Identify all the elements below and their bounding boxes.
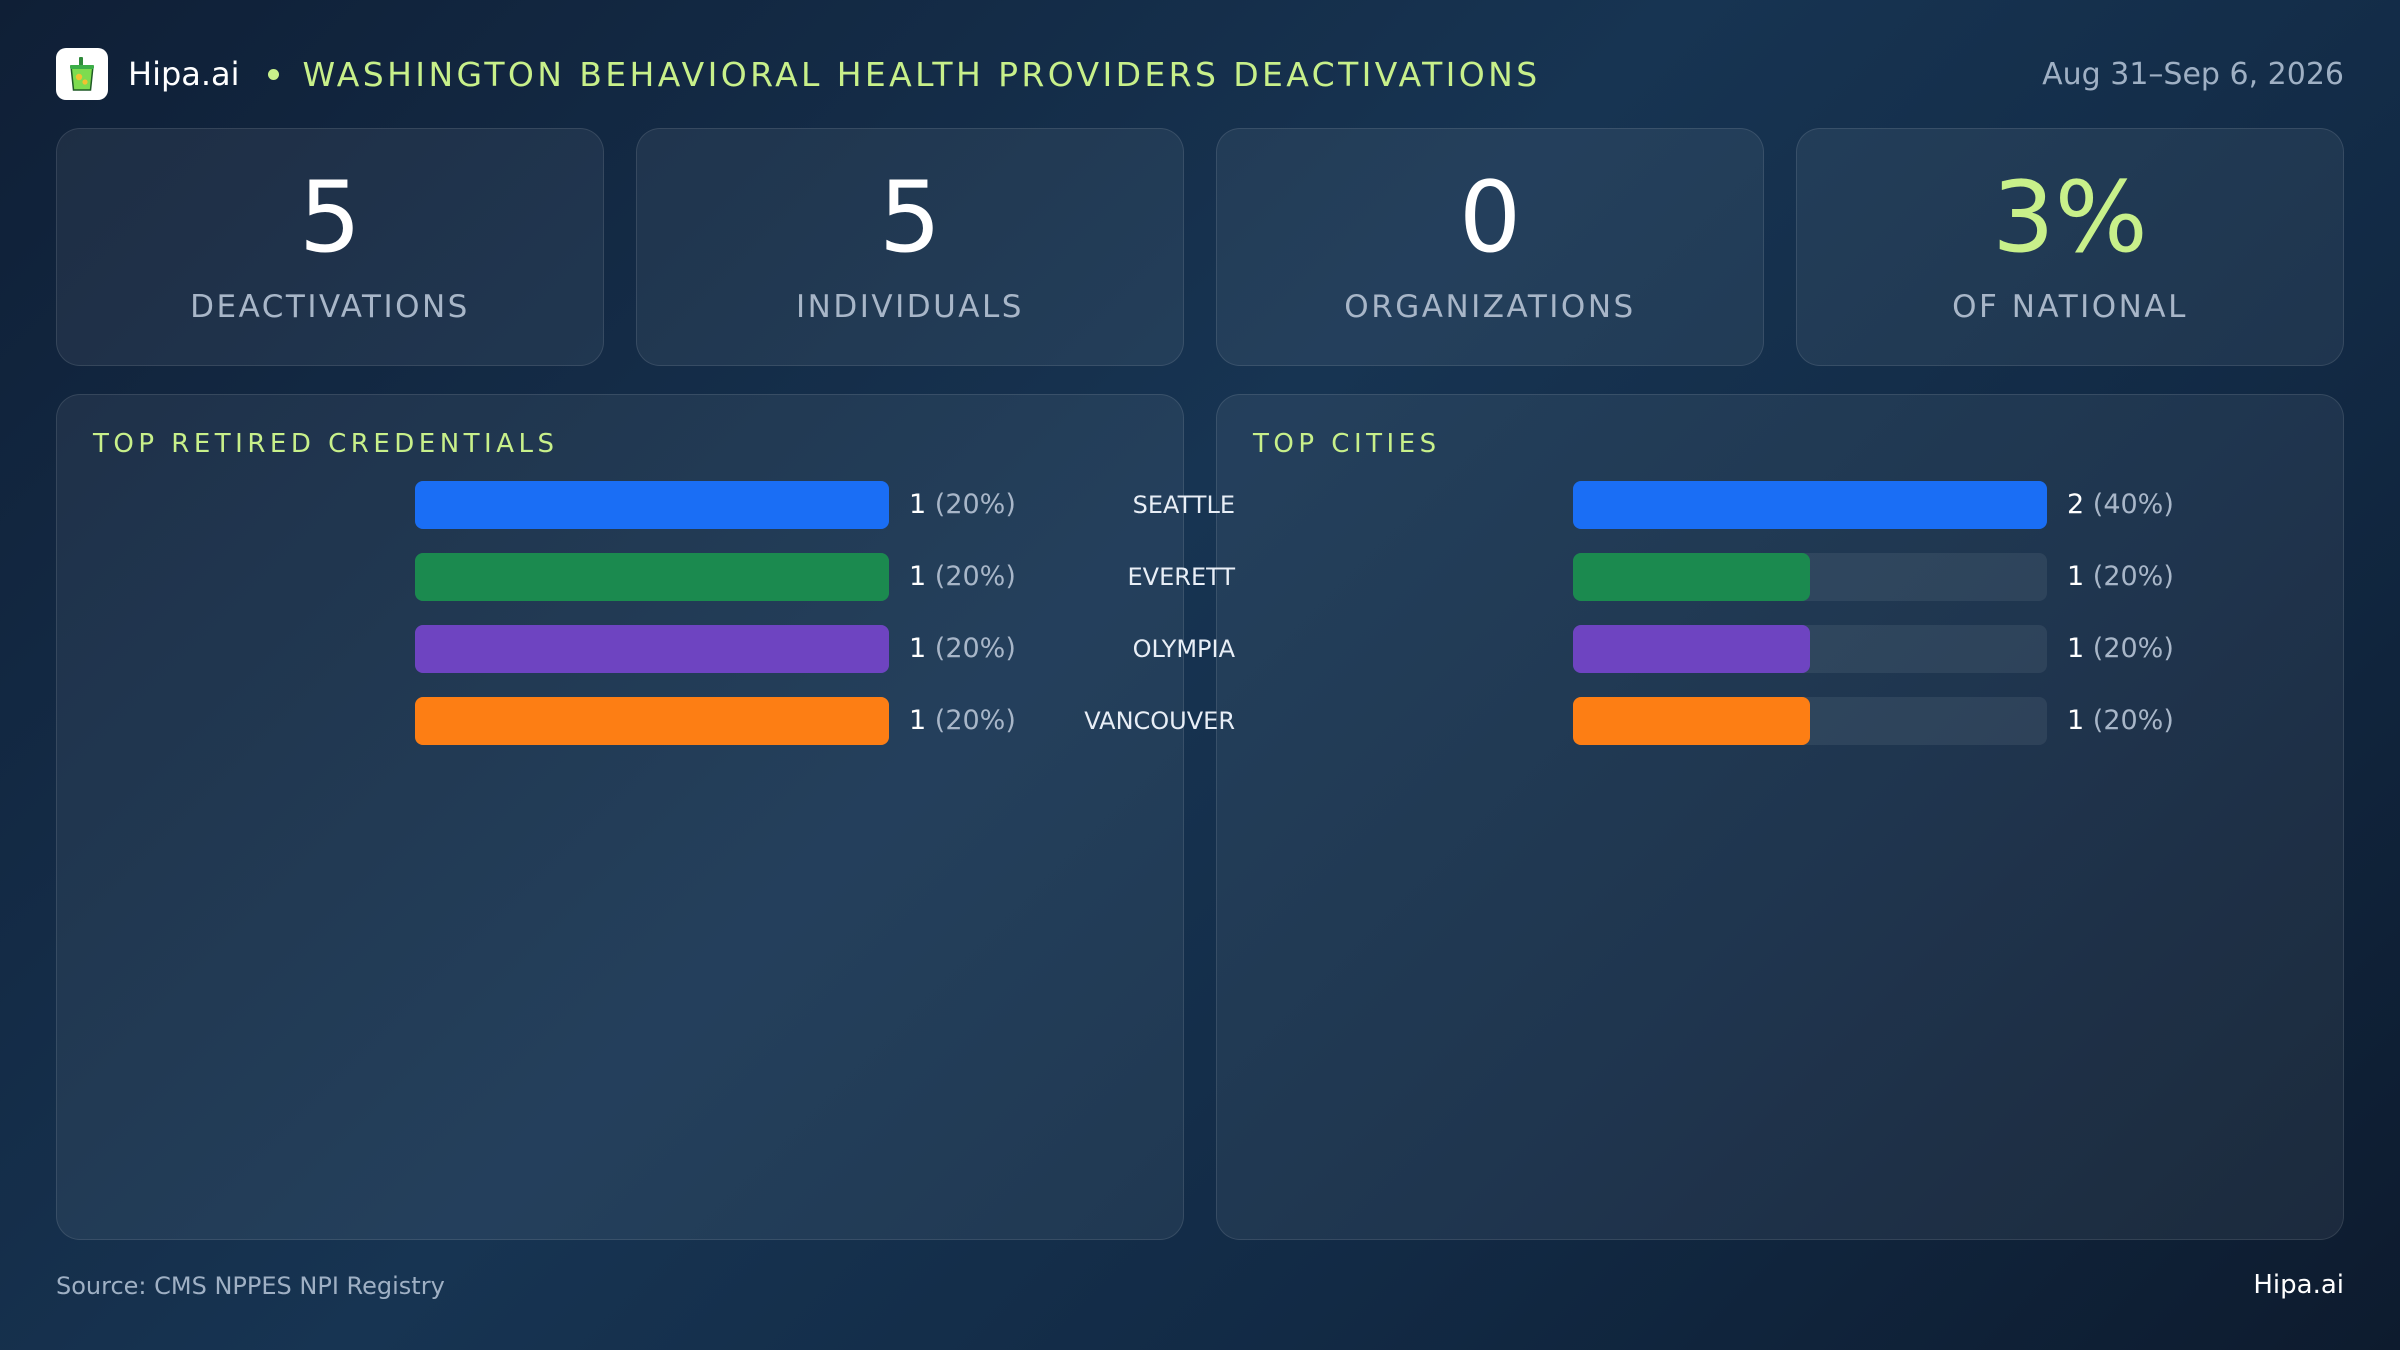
report-title: WASHINGTON BEHAVIORAL HEALTH PROVIDERS D… <box>302 54 1541 94</box>
bar-value: 1 <box>909 705 927 736</box>
bar-percent: (40%) <box>2092 489 2174 520</box>
kpi-national-share: 3% OF NATIONAL <box>1796 128 2344 366</box>
bar <box>415 481 889 529</box>
bar-value-label: 1 (20%) <box>909 481 1016 529</box>
credentials-panel: TOP RETIRED CREDENTIALS RBT1 (20%)Clinic… <box>56 394 1184 1240</box>
cities-bar-chart: SEATTLE 2 (40%) EVERETT 1 (20%) OLYMPIA 1 (20… <box>1084 481 2343 769</box>
bar-value-label: 1 (20%) <box>909 697 1016 745</box>
bar-value: 1 <box>909 489 927 520</box>
bar-value: 1 <box>2067 633 2085 664</box>
kpi-label: OF NATIONAL <box>1952 289 2188 325</box>
bar-track <box>1573 697 2047 745</box>
bar-value-label: 1 (20%) <box>2067 625 2174 673</box>
bar-percent: (20%) <box>934 561 1016 592</box>
panel-title: TOP RETIRED CREDENTIALS <box>93 429 559 459</box>
bar-track <box>1573 481 2047 529</box>
header: Hipa.ai WASHINGTON BEHAVIORAL HEALTH PRO… <box>56 46 2344 102</box>
bar-value-label: 1 (20%) <box>909 553 1016 601</box>
kpi-individuals: 5 INDIVIDUALS <box>636 128 1184 366</box>
bar-percent: (20%) <box>934 705 1016 736</box>
bar-row: RBT1 (20%) <box>57 481 1183 553</box>
bar <box>415 625 889 673</box>
panel-title: TOP CITIES <box>1253 429 1441 459</box>
bar-row: Addiction (Substance Us...1 (20%) <box>57 625 1183 697</box>
kpi-value: 5 <box>298 161 362 275</box>
bar <box>415 553 889 601</box>
bar-value: 1 <box>909 633 927 664</box>
cities-panel: TOP CITIES SEATTLE 2 (40%) EVERETT 1 (20%) O… <box>1084 394 2344 1240</box>
footer-brand: Hipa.ai <box>2253 1270 2344 1300</box>
bar-value-label: 1 (20%) <box>2067 553 2174 601</box>
bar-value-label: 2 (40%) <box>2067 481 2174 529</box>
bar-category-label: SEATTLE <box>1132 491 1235 519</box>
cup-icon <box>56 48 108 100</box>
bar-row: EVERETT 1 (20%) <box>1128 553 2343 625</box>
kpi-row: 5 DEACTIVATIONS 5 INDIVIDUALS 0 ORGANIZA… <box>56 128 2344 366</box>
bar-percent: (20%) <box>2092 633 2174 664</box>
bar-track <box>415 625 889 673</box>
brand-name: Hipa.ai <box>128 55 240 93</box>
bar <box>1573 625 1810 673</box>
kpi-value: 3% <box>1992 161 2148 275</box>
bar-value: 2 <box>2067 489 2085 520</box>
kpi-organizations: 0 ORGANIZATIONS <box>1216 128 1764 366</box>
kpi-value: 5 <box>878 161 942 275</box>
bar-track <box>1573 625 2047 673</box>
source-note: Source: CMS NPPES NPI Registry <box>56 1272 445 1300</box>
bar-percent: (20%) <box>934 633 1016 664</box>
kpi-label: DEACTIVATIONS <box>190 289 470 325</box>
bar-track <box>415 481 889 529</box>
credentials-bar-chart: RBT1 (20%)Clinical Social Worker1 (20%)A… <box>57 481 1183 769</box>
bar-percent: (20%) <box>2092 561 2174 592</box>
bar-row: OLYMPIA 1 (20%) <box>1133 625 2343 697</box>
bar <box>1573 697 1810 745</box>
bar-value: 1 <box>2067 705 2085 736</box>
bar-track <box>415 553 889 601</box>
bar-value-label: 1 (20%) <box>909 625 1016 673</box>
bar-percent: (20%) <box>2092 705 2174 736</box>
kpi-value: 0 <box>1458 161 1522 275</box>
bar-row: Mental Health Counselor1 (20%) <box>57 697 1183 769</box>
bar-value: 1 <box>2067 561 2085 592</box>
bar-row: Clinical Social Worker1 (20%) <box>57 553 1183 625</box>
bar-track <box>1573 553 2047 601</box>
bar-value-label: 1 (20%) <box>2067 697 2174 745</box>
kpi-deactivations: 5 DEACTIVATIONS <box>56 128 604 366</box>
bar <box>415 697 889 745</box>
bar-row: VANCOUVER 1 (20%) <box>1084 697 2343 769</box>
date-range: Aug 31–Sep 6, 2026 <box>2042 56 2344 92</box>
bar-row: SEATTLE 2 (40%) <box>1133 481 2343 553</box>
kpi-label: ORGANIZATIONS <box>1344 289 1636 325</box>
separator-dot <box>267 68 279 80</box>
bar-track <box>415 697 889 745</box>
bar-category-label: VANCOUVER <box>1084 707 1235 735</box>
bar <box>1573 553 1810 601</box>
bar-percent: (20%) <box>934 489 1016 520</box>
bar-category-label: EVERETT <box>1127 563 1235 591</box>
bar <box>1573 481 2047 529</box>
kpi-label: INDIVIDUALS <box>796 289 1024 325</box>
bar-category-label: OLYMPIA <box>1132 635 1235 663</box>
bar-value: 1 <box>909 561 927 592</box>
